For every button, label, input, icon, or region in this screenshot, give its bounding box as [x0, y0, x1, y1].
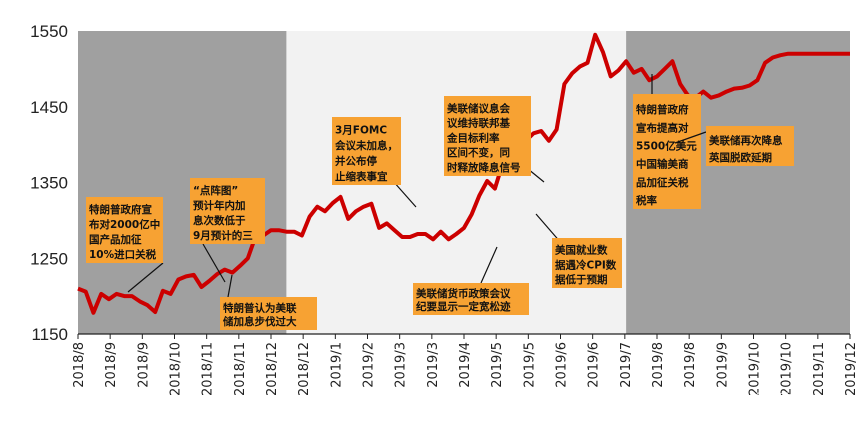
- x-tick-label: 2019/8: [651, 342, 666, 388]
- x-tick-label: 2019/3: [426, 342, 441, 388]
- annotation-text: 并公布停: [335, 155, 377, 168]
- x-tick-label: 2019/7: [619, 342, 634, 388]
- y-tick-label: 1350: [30, 174, 68, 193]
- annotation-text: 预计年内加: [193, 199, 246, 212]
- annotation-text: 国产品加征: [89, 233, 142, 246]
- annotation-text: 10%进口关税: [89, 248, 157, 261]
- x-tick-label: 2019/9: [715, 342, 730, 388]
- annotation-text: 金目标利率: [446, 131, 500, 144]
- annotation-text: 时释放降息信号: [447, 161, 521, 174]
- annotation-text: 特朗普政府宣: [89, 203, 152, 216]
- annotation-text: 美联储议息会: [447, 102, 510, 115]
- annotation-text: 息次数低于: [193, 214, 246, 227]
- annotation-text: 9月预计的三: [193, 229, 253, 242]
- x-tick-label: 2019/4: [458, 342, 473, 388]
- annotation-text: 止缩表事宜: [335, 170, 388, 183]
- x-axis-ticks: 2018/8 2018/9 2018/9 2018/10 2018/11 2018/11 2…: [72, 334, 859, 396]
- annotation-box: [706, 126, 794, 166]
- annotation-box: [633, 94, 701, 209]
- x-tick-label: 2019/10: [780, 342, 795, 396]
- annotation-text: 特朗普政府: [636, 103, 689, 116]
- series-line: [77, 32, 850, 315]
- annotation-text: 特朗普认为美联: [223, 302, 297, 315]
- x-tick-label: 2019/11: [812, 342, 827, 396]
- x-tick-label: 2019/6: [587, 342, 602, 388]
- annotation-box: [190, 178, 265, 244]
- x-tick-label: 2019/1: [329, 342, 344, 388]
- annotation-box: [86, 197, 163, 263]
- annotation-text: 据低于预期: [555, 273, 608, 286]
- annotation-text: 据遇冷CPI数: [555, 258, 617, 271]
- annotation-text: 布对2000亿中: [89, 218, 160, 231]
- annotation-text: 美国就业数: [555, 244, 608, 257]
- x-tick-label: 2018/11: [233, 342, 248, 396]
- y-tick-label: 1150: [31, 325, 68, 344]
- annotation-box: [413, 283, 529, 315]
- x-tick-label: 2018/9: [136, 342, 151, 388]
- annotation-text: 纪要显示一定宽松迹: [416, 300, 511, 313]
- annotation-arrow: [202, 243, 226, 283]
- annotation-text: 美联储再次降息: [709, 134, 783, 147]
- annotation-arrow: [127, 262, 164, 293]
- x-tick-label: 2019/5: [490, 342, 505, 388]
- x-tick-label: 2019/6: [555, 342, 570, 388]
- x-tick-label: 2019/3: [394, 342, 409, 388]
- x-tick-label: 2018/9: [104, 342, 119, 388]
- period-shading: [78, 31, 850, 334]
- x-tick-label: 2019/5: [522, 342, 537, 388]
- y-axis-ticks: 1150 1250 1350 1450 1550: [30, 22, 68, 344]
- x-tick-label: 2019/2: [362, 342, 377, 388]
- annotation-text: 宣布提高对: [636, 121, 689, 134]
- annotation-box: [444, 96, 531, 176]
- x-tick-label: 2019/12: [844, 342, 859, 396]
- annotation-text: “点阵图”: [193, 184, 238, 197]
- annotation-box: [332, 117, 401, 185]
- y-tick-label: 1250: [30, 249, 68, 268]
- annotation-box: [552, 238, 622, 288]
- x-tick-label: 2018/12: [297, 342, 312, 396]
- x-tick-label: 2018/8: [72, 342, 87, 388]
- y-tick-label: 1450: [30, 98, 68, 117]
- annotation-text: 税率: [636, 194, 657, 207]
- annotation-text: 议维持联邦基: [447, 117, 510, 130]
- annotation-arrow: [480, 246, 498, 284]
- annotation-text: 区间不变，同: [447, 146, 510, 159]
- annotation-text: 会议未加息，: [335, 139, 398, 152]
- x-tick-label: 2019/8: [683, 342, 698, 388]
- annotation-text: 3月FOMC: [335, 125, 387, 137]
- annotation-arrow: [227, 274, 233, 298]
- annotation-text: 储加息步伐过大: [223, 315, 297, 328]
- y-tick-label: 1550: [30, 22, 68, 41]
- annotation-text: 品加征关税: [636, 176, 689, 189]
- x-tick-label: 2019/10: [748, 342, 763, 396]
- x-tick-label: 2018/10: [169, 342, 184, 396]
- annotation-text: 中国输美商: [636, 158, 689, 171]
- annotation-box: [220, 297, 317, 330]
- x-tick-label: 2018/12: [265, 342, 280, 396]
- annotation-arrow: [674, 131, 707, 144]
- watermark-text: @华夏基金: [738, 391, 813, 409]
- annotation-text: 5500亿美元: [636, 140, 697, 153]
- annotation-text: 英国脱欧延期: [708, 151, 772, 164]
- annotation-text: 美联储货币政策会议: [416, 287, 511, 300]
- x-tick-label: 2018/11: [201, 342, 216, 396]
